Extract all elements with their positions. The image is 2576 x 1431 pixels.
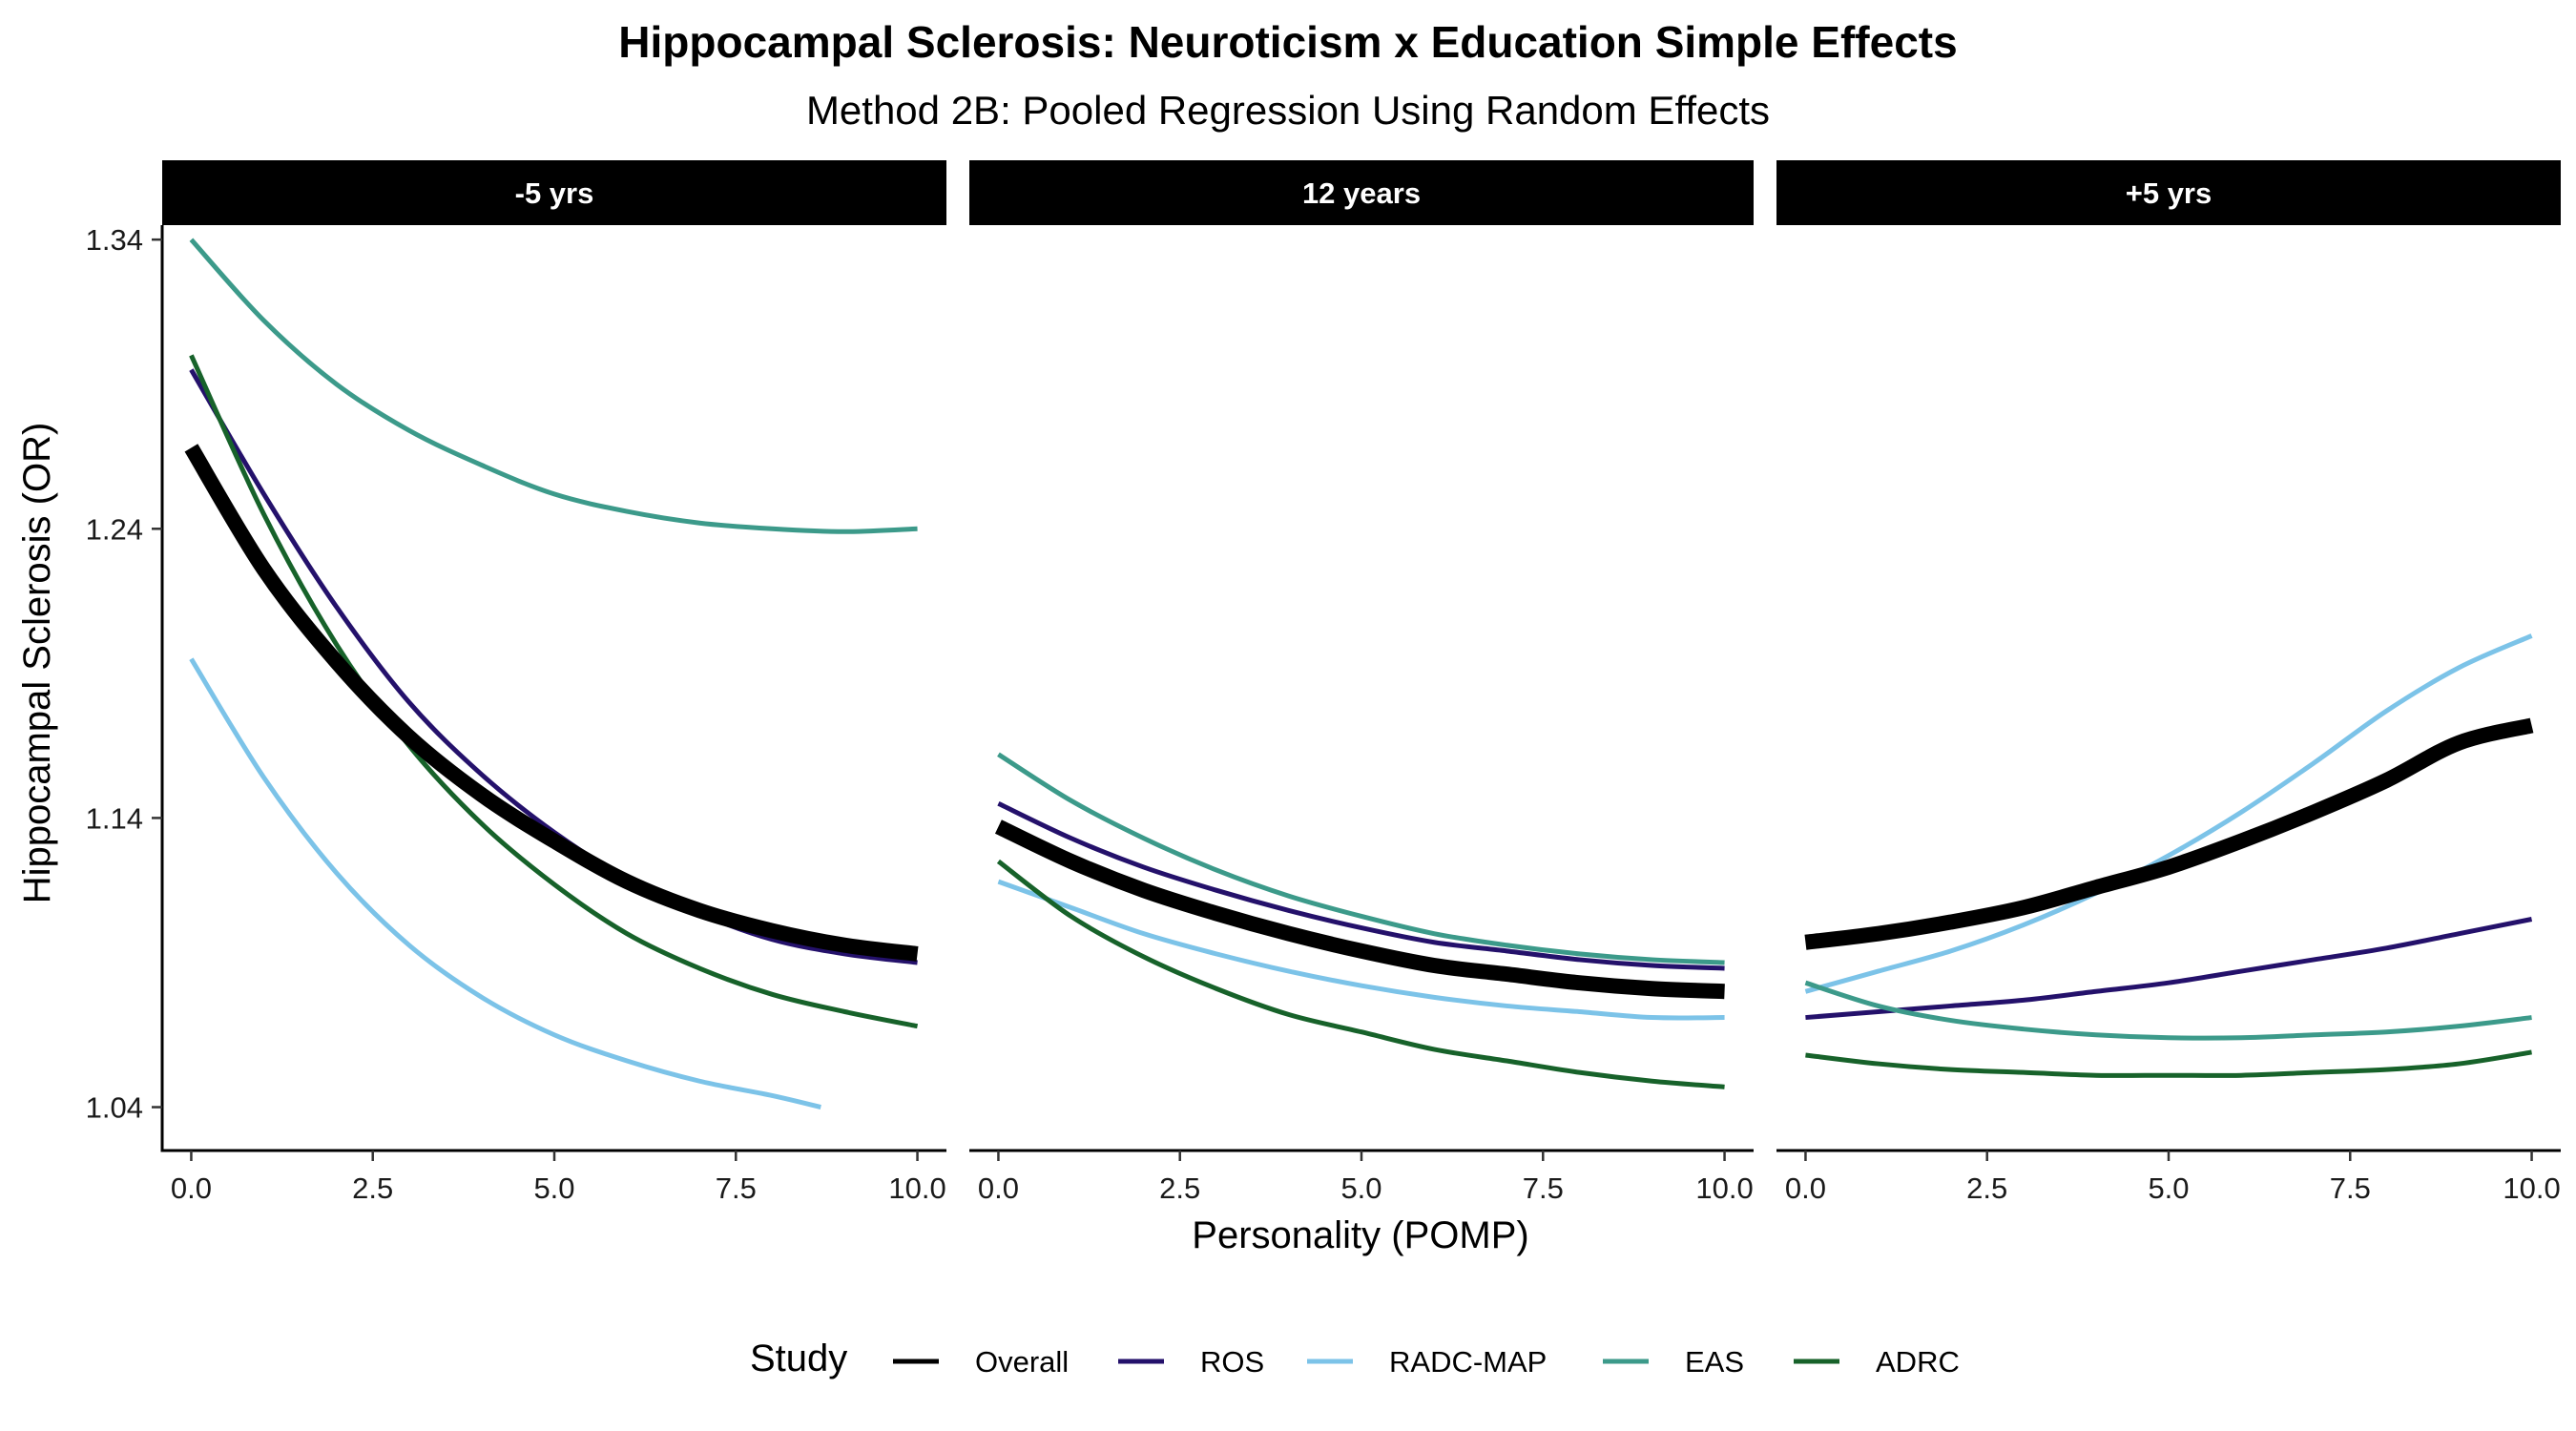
- x-tick-label: 10.0: [2503, 1172, 2560, 1205]
- x-tick-label: 0.0: [1785, 1172, 1826, 1205]
- y-axis-title: Hippocampal Sclerosis (OR): [16, 423, 58, 904]
- y-tick-label: 1.14: [86, 801, 143, 835]
- legend-label: RADC-MAP: [1389, 1345, 1547, 1379]
- legend-title: Study: [750, 1338, 847, 1379]
- chart-subtitle: Method 2B: Pooled Regression Using Rando…: [806, 88, 1770, 133]
- x-tick-label: 7.5: [2330, 1172, 2371, 1205]
- y-tick-label: 1.34: [86, 223, 143, 257]
- series-line-overall: [184, 444, 919, 962]
- facet-panel: +5 yrs 0.0 2.5 5.0 7.5 10.0: [1776, 160, 2561, 1205]
- y-tick-label: 1.24: [86, 512, 143, 546]
- x-tick-label: 0.0: [171, 1172, 212, 1205]
- x-tick-label: 2.5: [1966, 1172, 2007, 1205]
- chart-title: Hippocampal Sclerosis: Neuroticism x Edu…: [618, 17, 1957, 67]
- series-line-overall: [994, 819, 1725, 1000]
- legend-label: ROS: [1200, 1345, 1264, 1379]
- x-tick-label: 5.0: [533, 1172, 574, 1205]
- series-line-eas: [997, 752, 1725, 965]
- series-line-adrc: [1805, 1049, 2532, 1078]
- legend-label: Overall: [975, 1345, 1069, 1379]
- facet-strip: [969, 160, 1754, 225]
- y-tick-label: 1.04: [86, 1091, 143, 1125]
- x-tick-label: 10.0: [1695, 1172, 1753, 1205]
- facet-strip: [162, 160, 946, 225]
- legend-label: EAS: [1685, 1345, 1744, 1379]
- x-tick-label: 10.0: [888, 1172, 945, 1205]
- series-line-ros: [1805, 917, 2533, 1021]
- facet-strip: [1776, 160, 2561, 225]
- x-tick-label: 5.0: [2148, 1172, 2189, 1205]
- facet-panel: 12 years 0.0 2.5 5.0 7.5 10.0: [969, 160, 1754, 1205]
- series-line-ros: [189, 368, 918, 965]
- series-line-adrc: [996, 859, 1725, 1089]
- x-axis-title: Personality (POMP): [1192, 1214, 1528, 1256]
- x-tick-label: 2.5: [352, 1172, 393, 1205]
- x-tick-label: 7.5: [716, 1172, 757, 1205]
- series-line-radc-map: [997, 879, 1725, 1021]
- series-line-ros: [997, 800, 1725, 971]
- series-line-radc-map: [1804, 633, 2533, 994]
- x-tick-label: 5.0: [1340, 1172, 1381, 1205]
- facet-strip-label: 12 years: [1302, 176, 1421, 210]
- series-line-eas: [1804, 980, 2532, 1041]
- x-tick-label: 0.0: [978, 1172, 1019, 1205]
- legend: Study Overall ROS RADC-MAP EAS ADRC: [750, 1338, 1960, 1379]
- x-tick-label: 7.5: [1523, 1172, 1564, 1205]
- x-tick-label: 2.5: [1159, 1172, 1200, 1205]
- facet-strip-label: -5 yrs: [515, 176, 594, 210]
- facet-panel: -5 yrs 1.04 1.14 1.24 1.34 0.0 2.5 5.0 7.5 10.0: [86, 160, 946, 1205]
- series-line-eas: [189, 238, 918, 534]
- facet-strip-label: +5 yrs: [2126, 176, 2212, 210]
- series-line-radc-map: [189, 657, 821, 1110]
- series-line-overall: [1804, 717, 2534, 950]
- series-line-adrc: [189, 354, 919, 1029]
- legend-label: ADRC: [1876, 1345, 1960, 1379]
